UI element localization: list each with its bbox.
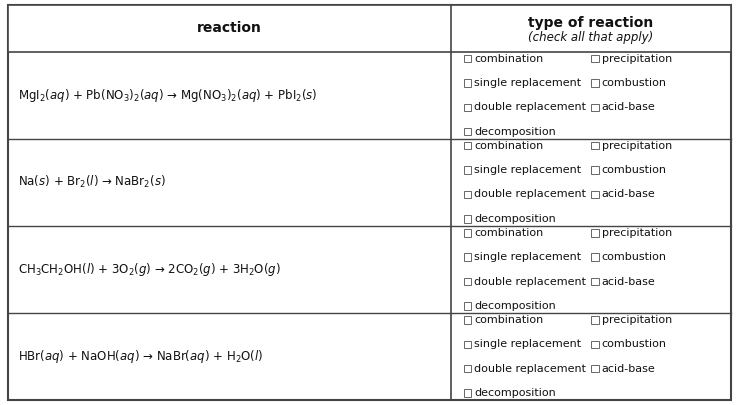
Bar [464,341,471,348]
Bar [591,254,599,261]
Text: acid-base: acid-base [602,277,655,287]
Bar [591,191,599,198]
Text: single replacement: single replacement [474,78,582,88]
Text: decomposition: decomposition [474,388,556,398]
Bar [464,104,471,111]
Bar [591,316,599,324]
Text: precipitation: precipitation [602,228,672,238]
Bar [464,191,471,198]
Text: acid-base: acid-base [602,364,655,374]
Bar [464,302,471,310]
Bar [591,142,599,149]
Text: (check all that apply): (check all that apply) [528,31,654,44]
Text: HBr($aq$) + NaOH($aq$) → NaBr($aq$) + H$_2$O($l$): HBr($aq$) + NaOH($aq$) → NaBr($aq$) + H$… [18,348,263,365]
Bar [591,55,599,62]
Bar [464,389,471,397]
Text: precipitation: precipitation [602,53,672,64]
Text: Na($s$) + Br$_2$($l$) → NaBr$_2$($s$): Na($s$) + Br$_2$($l$) → NaBr$_2$($s$) [18,174,166,190]
Bar [464,229,471,237]
Text: decomposition: decomposition [474,127,556,137]
Text: combination: combination [474,53,544,64]
Bar [591,79,599,87]
Text: combination: combination [474,315,544,325]
Text: combination: combination [474,228,544,238]
Text: double replacement: double replacement [474,364,586,374]
Bar [464,254,471,261]
Text: double replacement: double replacement [474,277,586,287]
Text: single replacement: single replacement [474,165,582,175]
Text: reaction: reaction [197,21,262,35]
Text: double replacement: double replacement [474,102,586,112]
Bar [591,229,599,237]
Text: precipitation: precipitation [602,315,672,325]
Text: decomposition: decomposition [474,214,556,224]
Bar [464,316,471,324]
Bar [464,128,471,136]
Bar [464,166,471,174]
Text: combustion: combustion [602,165,667,175]
Text: combination: combination [474,141,544,151]
Bar [464,142,471,149]
Bar [591,365,599,372]
Bar [591,104,599,111]
Bar [8,5,731,51]
Bar [464,215,471,223]
Text: single replacement: single replacement [474,252,582,262]
Bar [591,166,599,174]
Text: combustion: combustion [602,78,667,88]
Bar [591,341,599,348]
Text: precipitation: precipitation [602,141,672,151]
Bar [464,365,471,372]
Text: decomposition: decomposition [474,301,556,311]
Text: combustion: combustion [602,339,667,349]
Text: double replacement: double replacement [474,190,586,199]
Text: acid-base: acid-base [602,102,655,112]
Bar [464,278,471,285]
Text: type of reaction: type of reaction [528,16,654,30]
Text: combustion: combustion [602,252,667,262]
Text: single replacement: single replacement [474,339,582,349]
Text: CH$_3$CH$_2$OH($l$) + 3O$_2$($g$) → 2CO$_2$($g$) + 3H$_2$O($g$): CH$_3$CH$_2$OH($l$) + 3O$_2$($g$) → 2CO$… [18,261,281,278]
Bar [591,278,599,285]
Bar [464,79,471,87]
Text: acid-base: acid-base [602,190,655,199]
Text: MgI$_2$($aq$) + Pb(NO$_3$)$_2$($aq$) → Mg(NO$_3$)$_2$($aq$) + PbI$_2$($s$): MgI$_2$($aq$) + Pb(NO$_3$)$_2$($aq$) → M… [18,87,318,104]
Bar [464,55,471,62]
